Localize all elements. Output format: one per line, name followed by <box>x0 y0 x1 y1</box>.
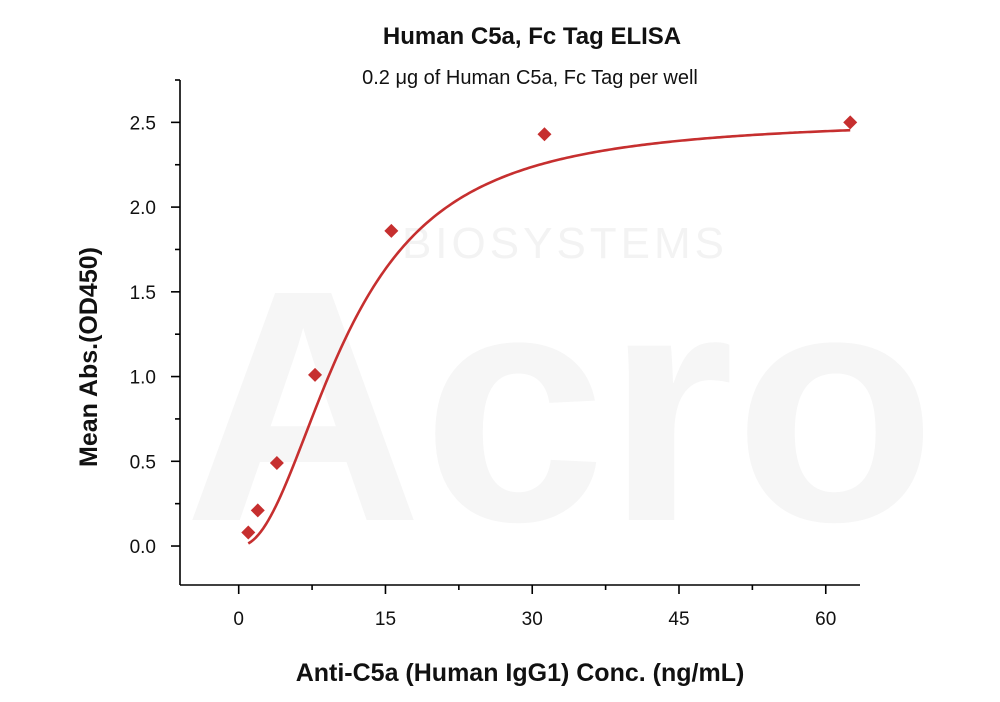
x-tick-label: 15 <box>375 609 396 630</box>
data-point <box>241 525 256 540</box>
y-tick-label: 0.0 <box>130 537 156 558</box>
fit-curve <box>247 128 851 545</box>
axes: 0.0 0.5 1.0 1.5 2.0 2.5 0 15 30 45 60 <box>130 79 860 630</box>
y-axis-label: Mean Abs.(OD450) <box>75 247 103 467</box>
fit-curve-group <box>247 128 851 545</box>
x-tick-label: 60 <box>815 609 836 630</box>
data-points <box>241 115 858 540</box>
x-tick-label: 45 <box>668 609 689 630</box>
watermark-brand: Acro <box>184 221 936 590</box>
data-point <box>843 115 858 130</box>
watermark: Acro BIOSYSTEMS <box>184 219 936 590</box>
data-point <box>308 367 323 382</box>
y-tick-label: 2.5 <box>130 113 156 134</box>
y-tick-label: 1.5 <box>130 283 156 304</box>
chart-subtitle: 0.2 μg of Human C5a, Fc Tag per well <box>362 67 698 89</box>
y-tick-label: 2.0 <box>130 198 156 219</box>
x-axis-label: Anti-C5a (Human IgG1) Conc. (ng/mL) <box>296 659 745 687</box>
y-tick-label: 1.0 <box>130 368 156 389</box>
x-tick-label: 0 <box>233 609 244 630</box>
chart-title: Human C5a, Fc Tag ELISA <box>383 23 681 50</box>
data-point <box>250 503 265 518</box>
watermark-sub: BIOSYSTEMS <box>402 219 728 268</box>
data-point <box>537 127 552 142</box>
y-tick-label: 0.5 <box>130 452 156 473</box>
x-tick-label: 30 <box>522 609 543 630</box>
data-point <box>269 455 284 470</box>
data-point <box>384 223 399 238</box>
